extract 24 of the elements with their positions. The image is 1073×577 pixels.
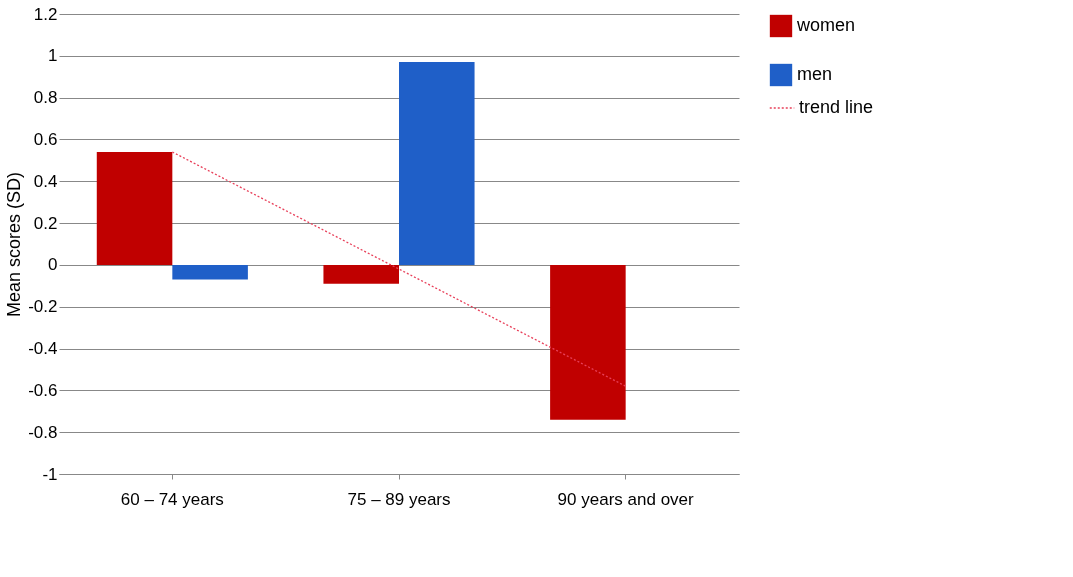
bar — [96, 152, 173, 265]
y-tick-label: 1.2 — [33, 4, 58, 24]
bar — [399, 62, 475, 265]
bar — [550, 264, 626, 420]
y-tick-label: 0 — [48, 255, 58, 275]
y-tick-label: 0.2 — [33, 213, 58, 233]
bar — [323, 264, 399, 284]
legend-label: trend line — [799, 97, 874, 117]
y-tick-label: -0.2 — [28, 297, 58, 317]
bar — [172, 264, 248, 280]
y-tick-label: 0.6 — [33, 129, 58, 149]
y-tick-label: -1 — [42, 464, 58, 484]
x-tick-label: 90 years and over — [557, 489, 695, 509]
y-tick-label: 0.4 — [33, 171, 58, 191]
legend-label: women — [796, 15, 856, 35]
y-tick-label: 0.8 — [33, 88, 58, 108]
x-tick-label: 75 – 89 years — [347, 489, 451, 509]
y-tick-label: -0.6 — [28, 380, 58, 400]
x-tick-label: 60 – 74 years — [120, 489, 224, 509]
legend-label: men — [797, 64, 833, 84]
y-tick-label: 1 — [48, 46, 58, 66]
y-axis-title: Mean scores (SD) — [4, 171, 25, 318]
y-tick-label: -0.8 — [28, 422, 58, 442]
y-tick-label: -0.4 — [28, 339, 58, 359]
